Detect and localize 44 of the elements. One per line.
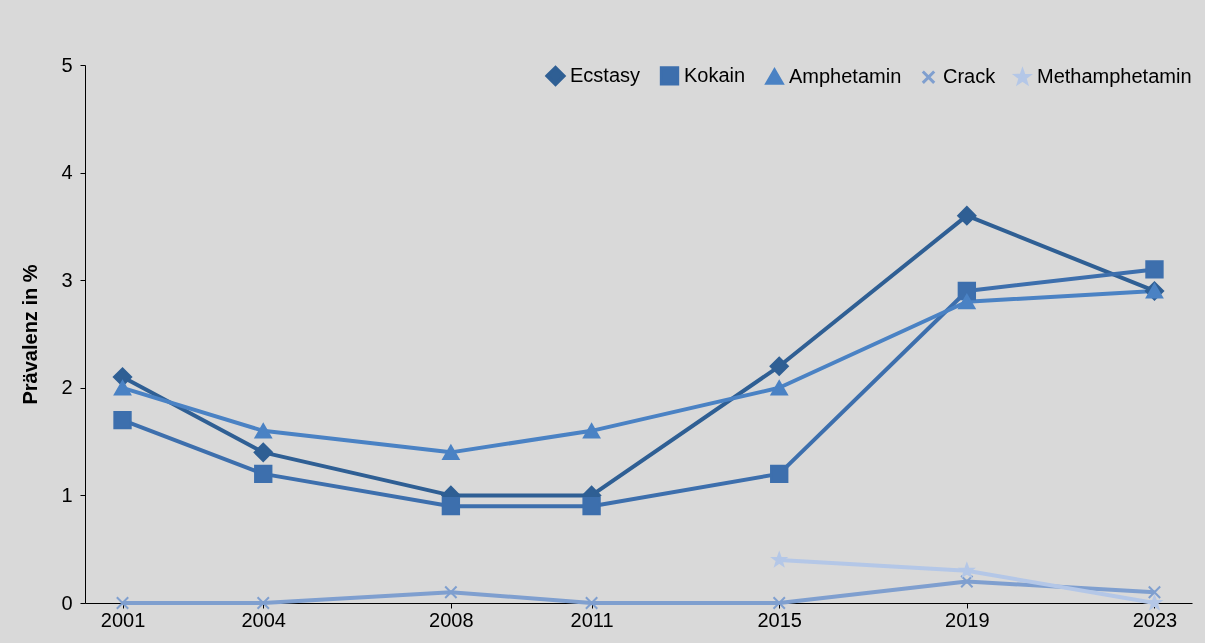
point — [959, 563, 975, 577]
point — [254, 464, 273, 484]
point — [582, 496, 601, 516]
point — [254, 423, 272, 439]
point — [1147, 595, 1162, 610]
y-tick-label: 2 — [61, 376, 73, 399]
point — [582, 423, 601, 439]
point — [1147, 585, 1162, 599]
x-tick-label: 2004 — [241, 608, 286, 631]
point — [769, 356, 789, 376]
point — [113, 380, 132, 396]
point — [441, 496, 461, 516]
point — [115, 596, 130, 610]
legend-label: Ecstasy — [570, 63, 641, 86]
point — [256, 596, 270, 610]
x-tick-label: 2023 — [1132, 608, 1178, 631]
point — [770, 464, 789, 484]
legend-label: Crack — [943, 65, 997, 88]
point — [958, 294, 976, 310]
point — [957, 205, 977, 226]
legend-label: Kokain — [684, 63, 746, 86]
y-tick-label: 4 — [61, 161, 73, 184]
point — [253, 442, 273, 463]
legend-label: Methamphetamin — [1037, 65, 1192, 88]
point — [772, 552, 787, 567]
point — [770, 380, 788, 396]
y-tick-label: 3 — [61, 268, 73, 291]
point — [113, 410, 132, 430]
y-tick-label: 5 — [61, 53, 73, 76]
x-tick-label: 2008 — [429, 608, 474, 631]
y-axis-title: Prävalenz in % — [19, 264, 42, 405]
x-tick-label: 2015 — [757, 608, 802, 631]
y-tick-label: 0 — [61, 591, 73, 614]
x-tick-label: 2019 — [945, 608, 990, 631]
point — [960, 574, 974, 589]
x-tick-label: 2001 — [100, 608, 146, 631]
point — [444, 585, 458, 599]
legend-label: Amphetamin — [789, 64, 902, 87]
point — [584, 596, 599, 610]
x-tick-label: 2011 — [570, 608, 614, 631]
point — [772, 596, 786, 610]
point — [1145, 260, 1164, 279]
y-tick-label: 1 — [61, 483, 73, 506]
point — [442, 444, 460, 460]
